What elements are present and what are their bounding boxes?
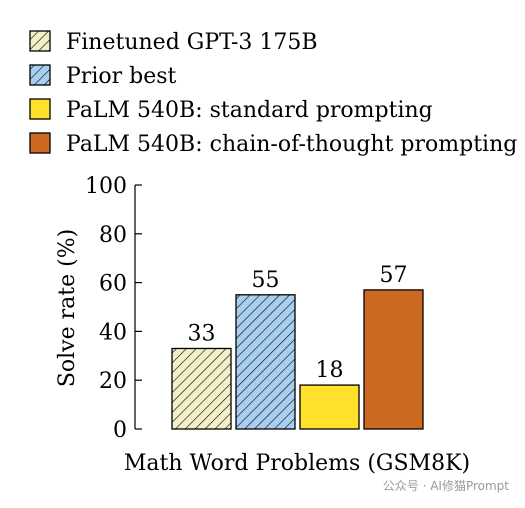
bar-value-label-3: 57 (380, 263, 408, 288)
bar-value-label-2: 18 (316, 358, 344, 383)
legend-label-3: PaLM 540B: chain-of-thought prompting (66, 132, 517, 157)
legend-label-2: PaLM 540B: standard prompting (66, 98, 433, 123)
legend: Finetuned GPT-3 175B Prior best PaLM 540… (29, 30, 517, 157)
bar-value-label-0: 33 (188, 321, 216, 346)
legend-swatch-0 (29, 30, 51, 52)
x-axis-label: Math Word Problems (GSM8K) (124, 451, 470, 476)
y-tick-label-0: 0 (113, 418, 127, 443)
y-ticks: 0 20 40 60 80 100 (85, 174, 142, 443)
legend-swatch-3 (29, 132, 51, 154)
bar-3 (363, 289, 424, 430)
y-axis-label: Solve rate (%) (55, 229, 80, 387)
bar-value-label-1: 55 (252, 268, 280, 293)
bars: 33 55 18 57 (171, 263, 424, 430)
legend-swatch-2 (29, 98, 51, 120)
y-tick-label-40: 40 (99, 320, 127, 345)
y-tick-label-80: 80 (99, 223, 127, 248)
legend-item-3: PaLM 540B: chain-of-thought prompting (29, 132, 517, 157)
legend-swatch-1 (29, 64, 51, 86)
watermark: 公众号 · AI修猫Prompt (382, 479, 509, 493)
legend-item-1: Prior best (29, 64, 177, 89)
bar-0 (171, 347, 232, 430)
y-tick-label-60: 60 (99, 272, 127, 297)
legend-item-0: Finetuned GPT-3 175B (29, 30, 318, 55)
legend-label-1: Prior best (66, 64, 177, 89)
y-tick-label-100: 100 (85, 174, 127, 199)
y-axis: 0 20 40 60 80 100 Solve rate (%) (55, 174, 142, 443)
bar-2 (299, 384, 360, 430)
y-tick-label-20: 20 (99, 369, 127, 394)
bar-1 (235, 294, 296, 430)
legend-label-0: Finetuned GPT-3 175B (66, 30, 318, 55)
legend-item-2: PaLM 540B: standard prompting (29, 98, 433, 123)
